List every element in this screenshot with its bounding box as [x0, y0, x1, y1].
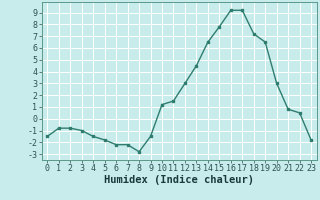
X-axis label: Humidex (Indice chaleur): Humidex (Indice chaleur)	[104, 175, 254, 185]
